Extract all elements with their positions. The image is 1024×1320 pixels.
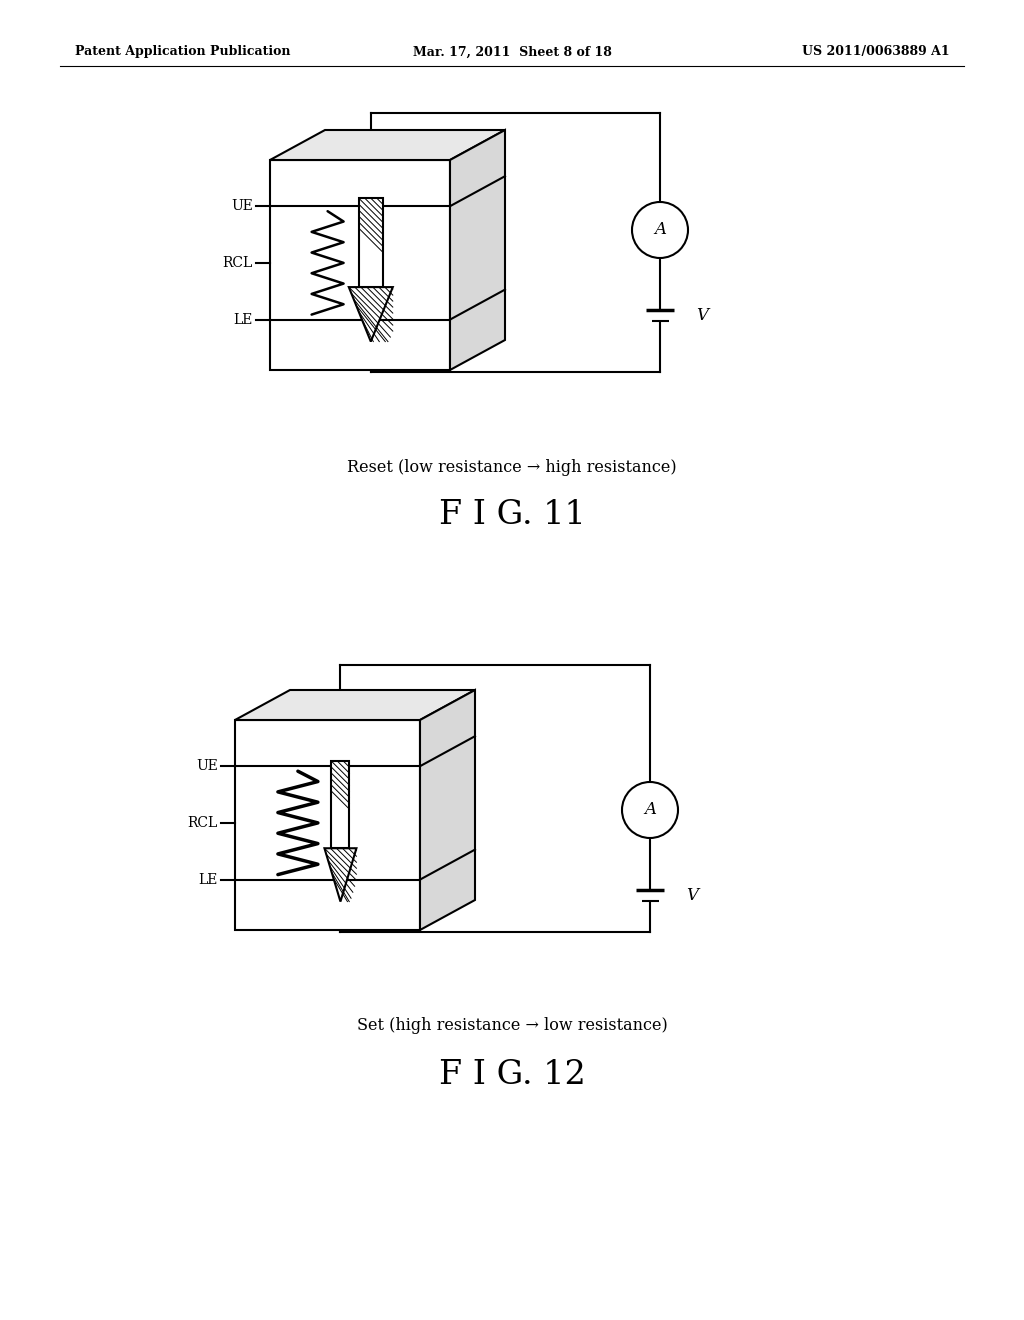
Text: Mar. 17, 2011  Sheet 8 of 18: Mar. 17, 2011 Sheet 8 of 18: [413, 45, 611, 58]
Polygon shape: [234, 719, 420, 931]
Text: A: A: [644, 801, 656, 818]
Text: V: V: [686, 887, 698, 904]
Polygon shape: [450, 129, 505, 370]
Text: F I G. 12: F I G. 12: [438, 1059, 586, 1092]
Polygon shape: [420, 690, 475, 931]
Text: LE: LE: [233, 313, 253, 326]
Polygon shape: [270, 129, 505, 160]
Text: LE: LE: [199, 873, 218, 887]
Polygon shape: [325, 849, 356, 902]
Polygon shape: [270, 160, 450, 370]
Polygon shape: [358, 198, 383, 288]
Text: V: V: [696, 308, 708, 325]
Text: UE: UE: [231, 199, 253, 214]
Text: F I G. 11: F I G. 11: [438, 499, 586, 531]
Circle shape: [632, 202, 688, 257]
Text: UE: UE: [197, 759, 218, 774]
Text: RCL: RCL: [223, 256, 253, 269]
Polygon shape: [349, 288, 393, 342]
Text: A: A: [654, 222, 666, 239]
Text: Patent Application Publication: Patent Application Publication: [75, 45, 291, 58]
Circle shape: [622, 781, 678, 838]
Text: Set (high resistance → low resistance): Set (high resistance → low resistance): [356, 1016, 668, 1034]
Polygon shape: [234, 690, 475, 719]
Text: US 2011/0063889 A1: US 2011/0063889 A1: [803, 45, 950, 58]
Polygon shape: [332, 762, 349, 849]
Text: Reset (low resistance → high resistance): Reset (low resistance → high resistance): [347, 459, 677, 477]
Text: RCL: RCL: [187, 816, 218, 830]
